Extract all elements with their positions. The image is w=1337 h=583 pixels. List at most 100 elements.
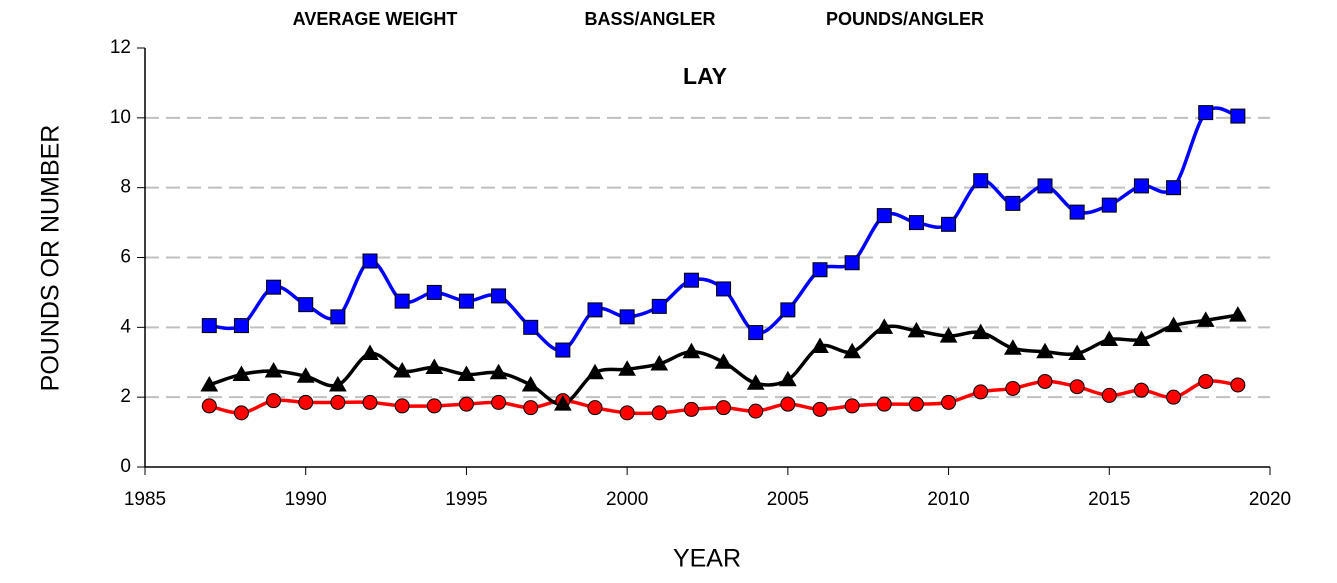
x-tick-label: 2020 [1249,489,1291,510]
marker [201,318,217,334]
marker [811,337,829,354]
marker [908,215,924,231]
marker [328,375,347,392]
legend-label: AVERAGE WEIGHT [293,9,458,29]
chart-title: LAY [683,63,727,89]
marker [1037,373,1053,389]
marker [716,281,732,297]
marker [1101,387,1117,403]
marker [780,302,796,318]
marker [1069,204,1085,220]
marker [651,405,667,421]
marker [1230,108,1246,124]
marker [330,309,346,325]
marker [844,398,860,414]
marker [1069,379,1085,395]
y-tick-label: 6 [120,247,131,268]
marker [875,318,894,334]
marker [1100,330,1119,347]
marker [586,363,604,380]
marker [1037,178,1053,194]
marker [200,375,219,392]
marker [812,401,828,417]
marker [1198,373,1214,389]
marker [619,309,635,325]
marker [264,361,283,378]
marker [778,370,797,387]
y-tick-label: 0 [120,456,131,477]
marker [843,342,862,359]
x-tick-label: 2015 [1088,489,1130,510]
marker [361,344,379,361]
marker [296,367,315,383]
marker [780,396,796,412]
x-tick-label: 2000 [606,489,648,510]
marker [1005,195,1021,211]
x-tick-label: 1995 [445,489,487,510]
marker [1101,197,1117,213]
marker [908,396,924,412]
marker [1133,382,1149,398]
marker [491,394,507,410]
marker [523,319,539,335]
marker [553,395,572,411]
y-tick-label: 10 [110,107,131,128]
marker [1003,339,1022,355]
y-tick-label: 2 [120,386,131,407]
marker [555,342,571,358]
marker [748,403,764,419]
marker [201,398,217,414]
marker [362,253,378,269]
legend-label: BASS/ANGLER [584,9,715,29]
y-tick-label: 12 [110,37,131,58]
x-tick-label: 1990 [285,489,327,510]
marker [973,384,989,400]
marker [426,398,442,414]
marker [587,302,603,318]
marker [521,375,540,392]
marker [523,400,539,416]
marker [941,216,957,232]
marker [489,363,508,380]
marker [748,325,764,341]
marker [298,297,314,313]
marker [425,358,444,374]
marker [426,284,442,300]
marker [1068,344,1087,361]
marker [683,272,699,288]
marker [716,400,732,416]
marker [618,360,637,376]
marker [683,401,699,417]
marker [1005,380,1021,396]
marker [1166,180,1182,196]
marker [746,374,765,390]
marker [941,394,957,410]
marker [491,288,507,304]
marker [457,365,476,381]
x-tick-label: 1985 [124,489,166,510]
marker [393,361,412,378]
x-tick-label: 2005 [767,489,809,510]
marker [394,398,410,414]
x-axis-label: YEAR [673,545,741,573]
marker [298,394,314,410]
marker [330,394,346,410]
marker [233,405,249,421]
marker [458,293,474,309]
marker [266,393,282,409]
marker [1164,316,1183,333]
marker [458,396,474,412]
marker [939,327,958,343]
y-tick-label: 4 [120,316,131,337]
marker [1230,377,1246,393]
marker [876,396,892,412]
marker [1196,311,1215,327]
marker [619,405,635,421]
marker [587,400,603,416]
x-tick-label: 2010 [927,489,969,510]
marker [1228,306,1247,322]
marker [812,262,828,278]
marker [1132,330,1151,347]
